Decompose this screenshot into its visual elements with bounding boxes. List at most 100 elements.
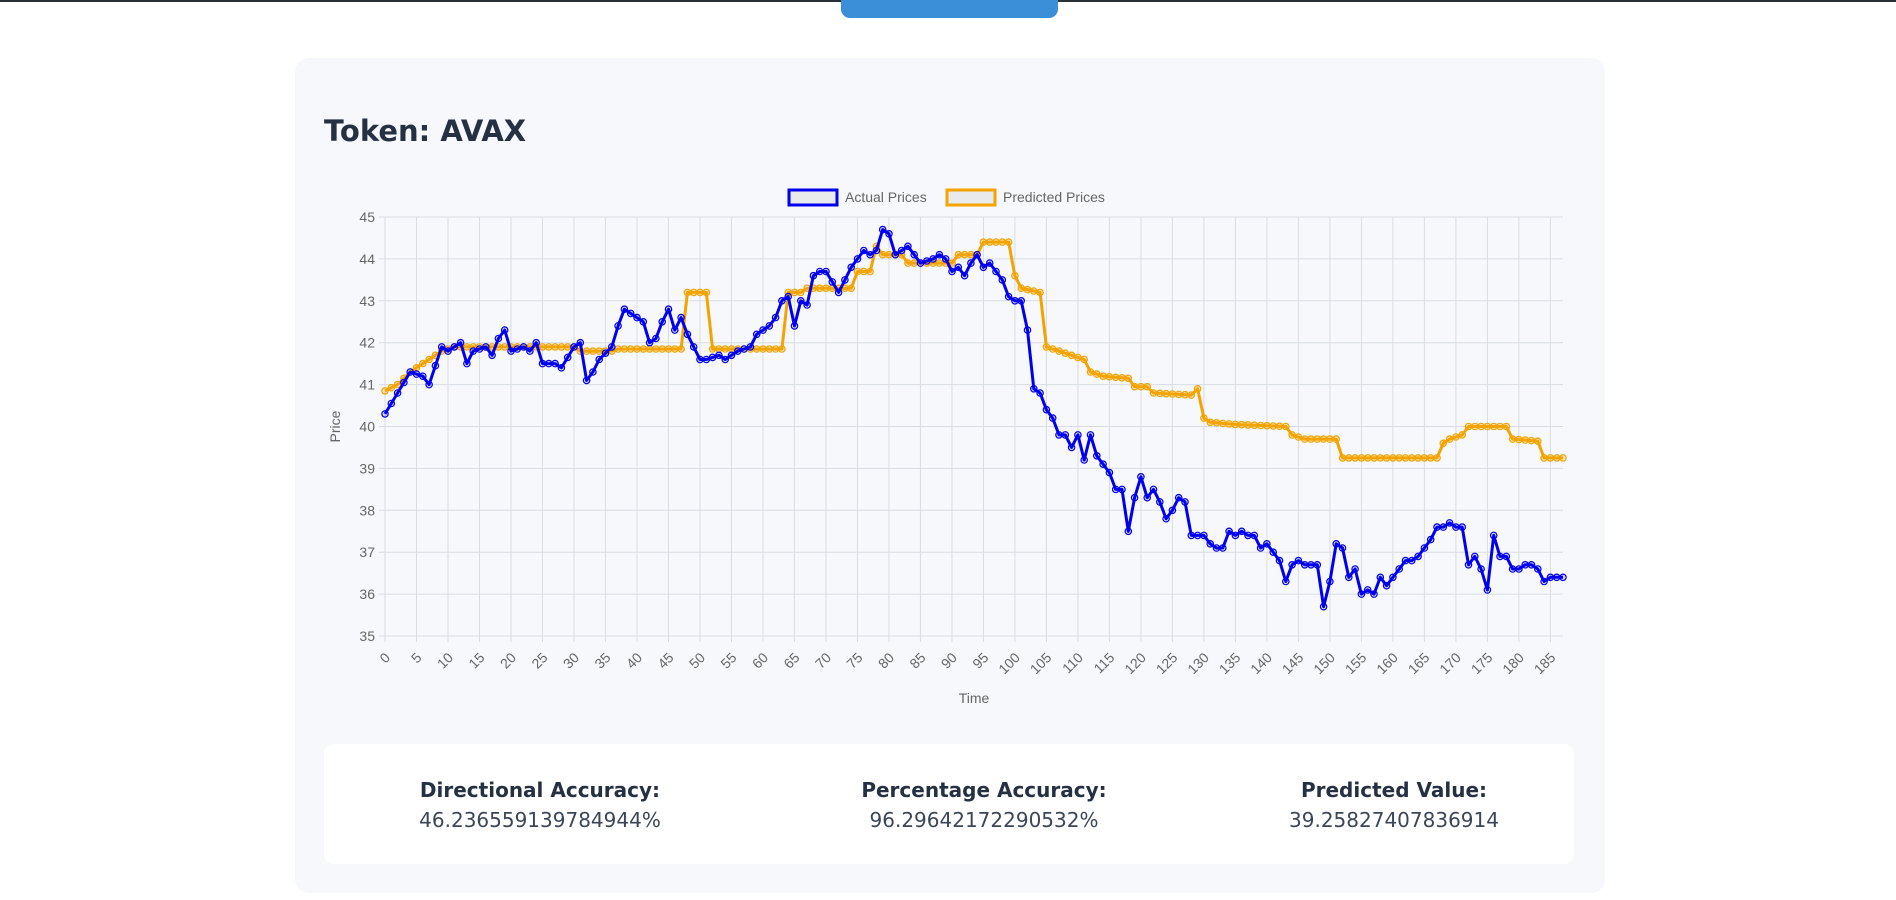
predicted-price-point — [1174, 390, 1183, 399]
predicted-price-point — [1464, 422, 1473, 431]
predicted-price-point — [1017, 284, 1026, 293]
predicted-price-point — [1452, 433, 1460, 441]
actual-price-point — [1313, 560, 1322, 569]
actual-price-point — [406, 368, 415, 376]
actual-price-point — [1092, 451, 1101, 460]
predicted-price-point — [1281, 422, 1290, 431]
predicted-price-point — [1477, 422, 1485, 431]
actual-prices-line — [383, 228, 1563, 609]
y-tick-label: 36 — [359, 586, 375, 602]
y-tick-label: 41 — [359, 377, 375, 393]
predicted-price-point — [1408, 454, 1416, 462]
actual-price-point — [1137, 472, 1145, 481]
predicted-price-point — [985, 238, 994, 246]
legend-predicted-prices[interactable]: Predicted Prices — [945, 188, 1105, 207]
actual-price-point — [620, 305, 629, 314]
predicted-price-point — [1162, 389, 1170, 398]
predicted-price-point — [1080, 355, 1089, 364]
actual-price-point — [1118, 485, 1126, 494]
actual-price-point — [992, 267, 1000, 276]
predicted-price-point — [1502, 422, 1511, 431]
predicted-price-point — [412, 364, 421, 372]
predicted-price-point — [1389, 454, 1397, 462]
actual-price-point — [1181, 498, 1189, 506]
actual-price-point — [1149, 485, 1158, 494]
x-tick-label: 45 — [654, 649, 676, 671]
actual-price-point — [589, 368, 597, 376]
predicted-value-label: Predicted Value: — [1300, 778, 1488, 802]
actual-price-point — [985, 259, 994, 267]
predicted-price-point — [1401, 454, 1410, 462]
actual-price-point — [689, 343, 698, 351]
x-tick-label: 120 — [1121, 649, 1149, 677]
actual-price-point — [1244, 531, 1252, 540]
predicted-price-point — [381, 387, 389, 395]
actual-price-point — [885, 229, 893, 238]
chart-legend[interactable]: Actual Prices Predicted Prices — [787, 188, 1105, 207]
actual-price-point — [1534, 565, 1542, 573]
actual-price-point — [1483, 586, 1492, 594]
actual-price-point — [1395, 565, 1404, 573]
predicted-price-point — [998, 238, 1007, 246]
actual-price-point — [1319, 602, 1328, 611]
actual-price-point — [1433, 523, 1441, 531]
actual-price-point — [658, 318, 667, 326]
x-tick-label: 165 — [1405, 649, 1433, 677]
x-tick-label: 135 — [1216, 649, 1244, 677]
actual-price-point — [463, 359, 471, 368]
predicted-price-point — [1200, 414, 1208, 422]
actual-price-point — [1414, 552, 1422, 561]
actual-price-point — [1067, 443, 1076, 452]
actual-price-point — [1357, 590, 1366, 598]
actual-price-point — [595, 355, 604, 364]
predicted-price-point — [614, 345, 622, 353]
x-tick-label: 180 — [1499, 649, 1527, 677]
actual-price-point — [1048, 414, 1057, 422]
predicted-price-point — [815, 284, 824, 293]
actual-price-point — [601, 349, 610, 358]
percentage-accuracy-label: Percentage Accuracy: — [861, 778, 1107, 802]
predicted-price-point — [992, 238, 1000, 246]
predicted-price-point — [1370, 454, 1378, 462]
y-tick-label: 40 — [359, 419, 375, 435]
predicted-price-point — [1294, 433, 1303, 441]
actual-price-point — [614, 322, 622, 330]
predicted-price-point — [1086, 368, 1095, 376]
actual-price-point — [759, 326, 767, 334]
x-tick-label: 175 — [1468, 649, 1496, 677]
predicted-price-point — [904, 259, 912, 267]
actual-price-point — [765, 322, 774, 330]
legend-actual-prices[interactable]: Actual Prices — [787, 188, 927, 207]
actual-price-point — [444, 347, 452, 355]
x-tick-label: 160 — [1373, 649, 1401, 677]
x-tick-label: 115 — [1090, 649, 1117, 676]
actual-price-point — [1036, 389, 1044, 397]
predicted-price-point — [1218, 419, 1227, 428]
x-tick-label: 185 — [1531, 649, 1559, 677]
actual-price-point — [1477, 565, 1485, 573]
actual-price-point — [1250, 531, 1259, 540]
actual-price-point — [400, 378, 408, 387]
predicted-price-point — [1559, 454, 1567, 462]
actual-price-point — [784, 292, 793, 301]
predicted-price-point — [500, 343, 509, 351]
x-tick-label: 60 — [749, 649, 771, 671]
actual-price-point — [513, 345, 522, 353]
actual-price-point — [746, 343, 755, 351]
actual-price-point — [1212, 544, 1221, 552]
actual-price-point — [1017, 297, 1026, 305]
actual-price-point — [532, 338, 541, 347]
chart-series — [381, 225, 1567, 611]
actual-price-point — [1502, 552, 1511, 561]
predicted-price-point — [859, 267, 868, 276]
actual-price-point — [1168, 506, 1177, 515]
top-tab-button[interactable] — [841, 0, 1058, 18]
predicted-price-point — [1137, 382, 1145, 391]
actual-price-point — [1281, 577, 1290, 586]
actual-price-point — [1439, 523, 1448, 531]
actual-price-point — [1515, 565, 1523, 573]
predicted-price-point — [1263, 421, 1271, 430]
x-tick-label: 35 — [591, 649, 613, 671]
actual-price-point — [1143, 493, 1152, 502]
actual-price-point — [482, 343, 490, 351]
